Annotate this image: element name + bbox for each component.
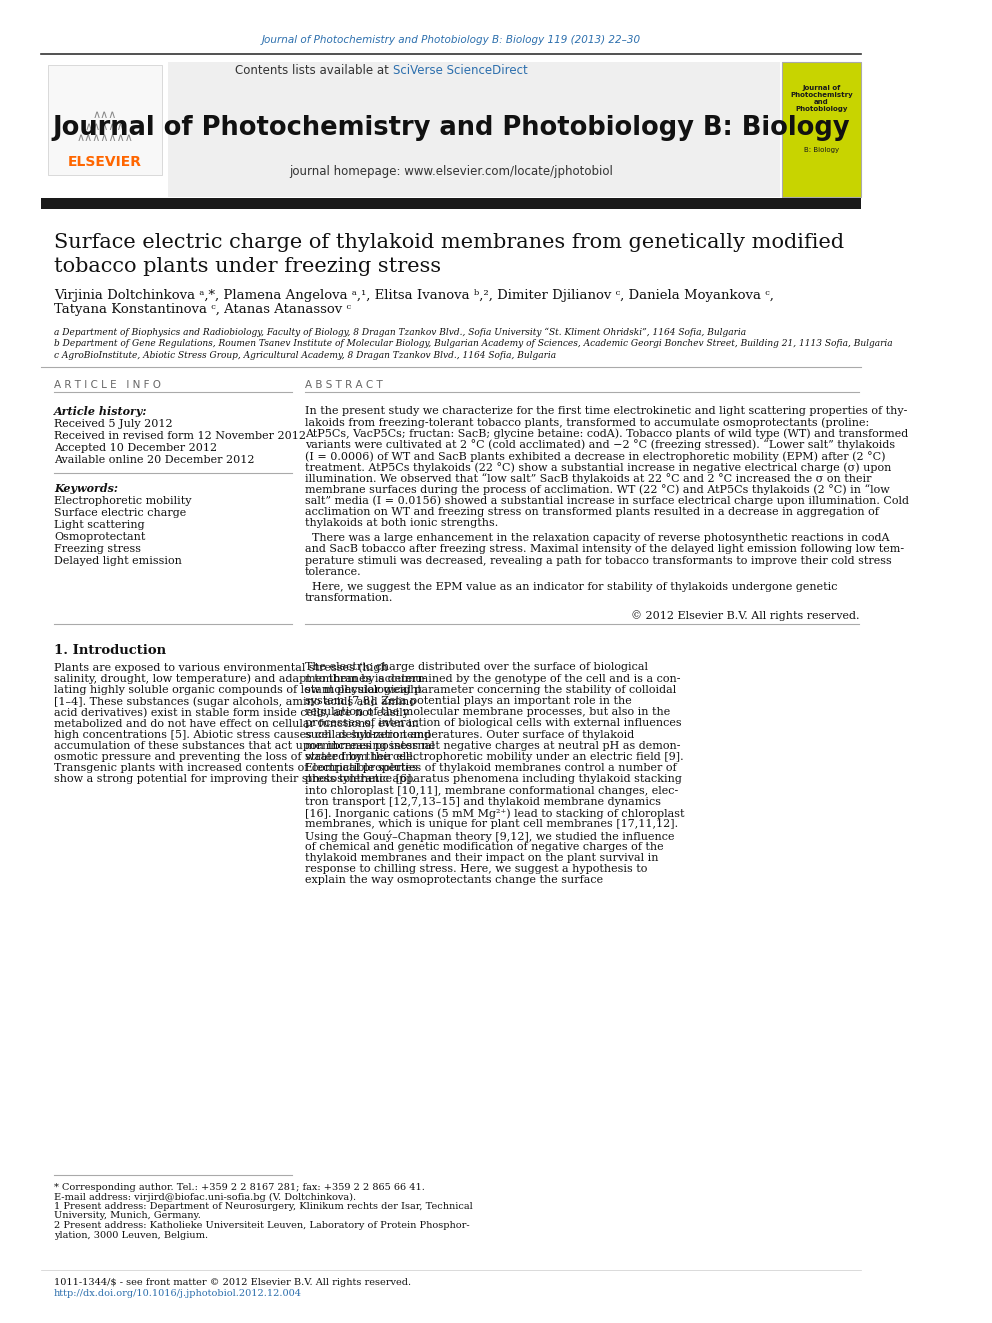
Text: University, Munich, Germany.: University, Munich, Germany. (54, 1212, 200, 1221)
Text: Freezing stress: Freezing stress (54, 544, 141, 554)
Text: response to chilling stress. Here, we suggest a hypothesis to: response to chilling stress. Here, we su… (305, 864, 647, 875)
Text: 1011-1344/$ - see front matter © 2012 Elsevier B.V. All rights reserved.: 1011-1344/$ - see front matter © 2012 El… (54, 1278, 411, 1287)
Text: Delayed light emission: Delayed light emission (54, 556, 182, 566)
Text: strated by their electrophoretic mobility under an electric field [9].: strated by their electrophoretic mobilit… (305, 751, 683, 762)
Text: metabolized and do not have effect on cellular functions, even in: metabolized and do not have effect on ce… (54, 718, 419, 729)
Text: treatment. AtP5Cs thylakoids (22 °C) show a substantial increase in negative ele: treatment. AtP5Cs thylakoids (22 °C) sho… (305, 462, 891, 472)
Text: membranes is determined by the genotype of the cell and is a con-: membranes is determined by the genotype … (305, 673, 681, 684)
Text: 1. Introduction: 1. Introduction (54, 644, 166, 658)
Text: ∧∧∧
∧∧∧∧∧
∧∧∧∧∧∧∧: ∧∧∧ ∧∧∧∧∧ ∧∧∧∧∧∧∧ (76, 110, 134, 143)
Text: http://dx.doi.org/10.1016/j.jphotobiol.2012.12.004: http://dx.doi.org/10.1016/j.jphotobiol.2… (54, 1289, 302, 1298)
Text: A R T I C L E   I N F O: A R T I C L E I N F O (54, 380, 161, 390)
Text: Virjinia Doltchinkova ᵃ,*, Plamena Angelova ᵃ,¹, Elitsa Ivanova ᵇ,², Dimiter Dji: Virjinia Doltchinkova ᵃ,*, Plamena Angel… (54, 288, 774, 302)
FancyBboxPatch shape (41, 62, 169, 197)
Text: variants were cultivated at 2 °C (cold acclimated) and −2 °C (freezing stressed): variants were cultivated at 2 °C (cold a… (305, 439, 895, 450)
Text: regulation of the molecular membrane processes, but also in the: regulation of the molecular membrane pro… (305, 708, 670, 717)
FancyBboxPatch shape (41, 62, 780, 197)
Text: accumulation of these substances that act upon increasing internal: accumulation of these substances that ac… (54, 741, 434, 750)
Text: b Department of Gene Regulations, Roumen Tsanev Institute of Molecular Biology, : b Department of Gene Regulations, Roumen… (54, 340, 893, 348)
Text: acid derivatives) exist in stable form inside cells, are not easily: acid derivatives) exist in stable form i… (54, 708, 409, 718)
Text: thylakoid membranes and their impact on the plant survival in: thylakoid membranes and their impact on … (305, 853, 659, 863)
Text: Using the Gouý–Chapman theory [9,12], we studied the influence: Using the Gouý–Chapman theory [9,12], we… (305, 831, 675, 841)
Text: Osmoprotectant: Osmoprotectant (54, 532, 145, 542)
Text: c AgroBioInstitute, Abiotic Stress Group, Agricultural Academy, 8 Dragan Tzankov: c AgroBioInstitute, Abiotic Stress Group… (54, 352, 557, 360)
Text: SciVerse ScienceDirect: SciVerse ScienceDirect (393, 65, 528, 78)
Text: membranes possess net negative charges at neutral pH as demon-: membranes possess net negative charges a… (305, 741, 681, 750)
Text: Tatyana Konstantinova ᶜ, Atanas Atanassov ᶜ: Tatyana Konstantinova ᶜ, Atanas Atanasso… (54, 303, 351, 316)
Text: a Department of Biophysics and Radiobiology, Faculty of Biology, 8 Dragan Tzanko: a Department of Biophysics and Radiobiol… (54, 327, 746, 336)
Text: Received in revised form 12 November 2012: Received in revised form 12 November 201… (54, 431, 306, 441)
Text: salt” media (I = 0.0156) showed a substantial increase in surface electrical cha: salt” media (I = 0.0156) showed a substa… (305, 496, 909, 507)
Text: There was a large enhancement in the relaxation capacity of reverse photosynthet: There was a large enhancement in the rel… (305, 533, 889, 544)
Text: Journal of
Photochemistry
and
Photobiology: Journal of Photochemistry and Photobiolo… (790, 85, 853, 112)
Text: explain the way osmoprotectants change the surface: explain the way osmoprotectants change t… (305, 876, 603, 885)
Text: of chemical and genetic modification of negative charges of the: of chemical and genetic modification of … (305, 841, 664, 852)
Text: salinity, drought, low temperature) and adapt to them by accumu-: salinity, drought, low temperature) and … (54, 673, 427, 684)
Text: [1–4]. These substances (sugar alcohols, amino acids and amino: [1–4]. These substances (sugar alcohols,… (54, 696, 416, 706)
Text: lating highly soluble organic compounds of low molecular weight: lating highly soluble organic compounds … (54, 685, 422, 695)
Text: into chloroplast [10,11], membrane conformational changes, elec-: into chloroplast [10,11], membrane confo… (305, 786, 678, 795)
Text: transformation.: transformation. (305, 593, 393, 603)
Text: photosynthetic apparatus phenomena including thylakoid stacking: photosynthetic apparatus phenomena inclu… (305, 774, 682, 785)
Text: tolerance.: tolerance. (305, 566, 361, 577)
Text: osmotic pressure and preventing the loss of water from the cell.: osmotic pressure and preventing the loss… (54, 751, 417, 762)
Text: E-mail address: virjird@biofac.uni-sofia.bg (V. Doltchinkova).: E-mail address: virjird@biofac.uni-sofia… (54, 1192, 356, 1201)
Text: show a strong potential for improving their stress tolerance [6].: show a strong potential for improving th… (54, 774, 415, 785)
FancyBboxPatch shape (48, 65, 162, 175)
Text: Accepted 10 December 2012: Accepted 10 December 2012 (54, 443, 217, 452)
Text: Journal of Photochemistry and Photobiology B: Biology: Journal of Photochemistry and Photobiolo… (52, 115, 849, 142)
Text: stant physiological parameter concerning the stability of colloidal: stant physiological parameter concerning… (305, 685, 676, 695)
Text: illumination. We observed that “low salt” SacB thylakoids at 22 °C and 2 °C incr: illumination. We observed that “low salt… (305, 474, 871, 484)
Text: thylakoids at both ionic strengths.: thylakoids at both ionic strengths. (305, 519, 498, 528)
Text: Keywords:: Keywords: (54, 483, 118, 493)
Text: and SacB tobacco after freezing stress. Maximal intensity of the delayed light e: and SacB tobacco after freezing stress. … (305, 544, 904, 554)
Text: [16]. Inorganic cations (5 mM Mg²⁺) lead to stacking of chloroplast: [16]. Inorganic cations (5 mM Mg²⁺) lead… (305, 808, 684, 819)
Text: Transgenic plants with increased contents of compatible solutes: Transgenic plants with increased content… (54, 763, 418, 773)
Text: Electrophoretic mobility: Electrophoretic mobility (54, 496, 191, 505)
Text: system [7,8]. Zeta potential plays an important role in the: system [7,8]. Zeta potential plays an im… (305, 696, 632, 706)
Text: Journal of Photochemistry and Photobiology B: Biology 119 (2013) 22–30: Journal of Photochemistry and Photobiolo… (261, 34, 641, 45)
Text: Article history:: Article history: (54, 406, 148, 417)
Text: processes of interaction of biological cells with external influences: processes of interaction of biological c… (305, 718, 682, 729)
Text: 1 Present address: Department of Neurosurgery, Klinikum rechts der Isar, Technic: 1 Present address: Department of Neurosu… (54, 1203, 473, 1211)
Text: membranes, which is unique for plant cell membranes [17,11,12].: membranes, which is unique for plant cel… (305, 819, 678, 830)
Text: high concentrations [5]. Abiotic stress causes cell dehydration and: high concentrations [5]. Abiotic stress … (54, 729, 431, 740)
Text: ylation, 3000 Leuven, Belgium.: ylation, 3000 Leuven, Belgium. (54, 1230, 208, 1240)
FancyBboxPatch shape (41, 198, 861, 209)
Text: 2 Present address: Katholieke Universiteit Leuven, Laboratory of Protein Phospho: 2 Present address: Katholieke Universite… (54, 1221, 469, 1230)
Text: In the present study we characterize for the first time electrokinetic and light: In the present study we characterize for… (305, 406, 907, 415)
Text: Received 5 July 2012: Received 5 July 2012 (54, 419, 173, 429)
Text: (I = 0.0006) of WT and SacB plants exhibited a decrease in electrophoretic mobil: (I = 0.0006) of WT and SacB plants exhib… (305, 451, 885, 462)
Text: © 2012 Elsevier B.V. All rights reserved.: © 2012 Elsevier B.V. All rights reserved… (631, 610, 859, 622)
Text: Surface electric charge: Surface electric charge (54, 508, 186, 519)
Text: tron transport [12,7,13–15] and thylakoid membrane dynamics: tron transport [12,7,13–15] and thylakoi… (305, 796, 661, 807)
Text: ELSEVIER: ELSEVIER (68, 155, 142, 169)
Text: journal homepage: www.elsevier.com/locate/jphotobiol: journal homepage: www.elsevier.com/locat… (289, 165, 613, 179)
Text: Surface electric charge of thylakoid membranes from genetically modified: Surface electric charge of thylakoid mem… (54, 233, 844, 253)
Text: Here, we suggest the EPM value as an indicator for stability of thylakoids under: Here, we suggest the EPM value as an ind… (305, 582, 837, 591)
Text: Contents lists available at: Contents lists available at (235, 65, 393, 78)
Text: perature stimuli was decreased, revealing a path for tobacco transformants to im: perature stimuli was decreased, revealin… (305, 556, 892, 566)
Text: AtP5Cs, VacP5Cs; fructan: SacB; glycine betaine: codA). Tobacco plants of wild t: AtP5Cs, VacP5Cs; fructan: SacB; glycine … (305, 429, 908, 439)
Text: membrane surfaces during the process of acclimation. WT (22 °C) and AtP5Cs thyla: membrane surfaces during the process of … (305, 484, 890, 495)
Text: Plants are exposed to various environmental stresses (high: Plants are exposed to various environmen… (54, 663, 388, 673)
Text: acclimation on WT and freezing stress on transformed plants resulted in a decrea: acclimation on WT and freezing stress on… (305, 507, 879, 517)
Text: tobacco plants under freezing stress: tobacco plants under freezing stress (54, 258, 441, 277)
Text: Available online 20 December 2012: Available online 20 December 2012 (54, 455, 255, 464)
Text: such as sub-zero temperatures. Outer surface of thylakoid: such as sub-zero temperatures. Outer sur… (305, 729, 634, 740)
Text: Electrical properties of thylakoid membranes control a number of: Electrical properties of thylakoid membr… (305, 763, 677, 773)
Text: lakoids from freezing-tolerant tobacco plants, transformed to accumulate osmopro: lakoids from freezing-tolerant tobacco p… (305, 417, 869, 427)
Text: A B S T R A C T: A B S T R A C T (305, 380, 383, 390)
Text: B: Biology: B: Biology (804, 147, 839, 153)
Text: Light scattering: Light scattering (54, 520, 145, 531)
Text: * Corresponding author. Tel.: +359 2 2 8167 281; fax: +359 2 2 865 66 41.: * Corresponding author. Tel.: +359 2 2 8… (54, 1183, 425, 1192)
FancyBboxPatch shape (782, 62, 861, 197)
Text: The electric charge distributed over the surface of biological: The electric charge distributed over the… (305, 663, 648, 672)
